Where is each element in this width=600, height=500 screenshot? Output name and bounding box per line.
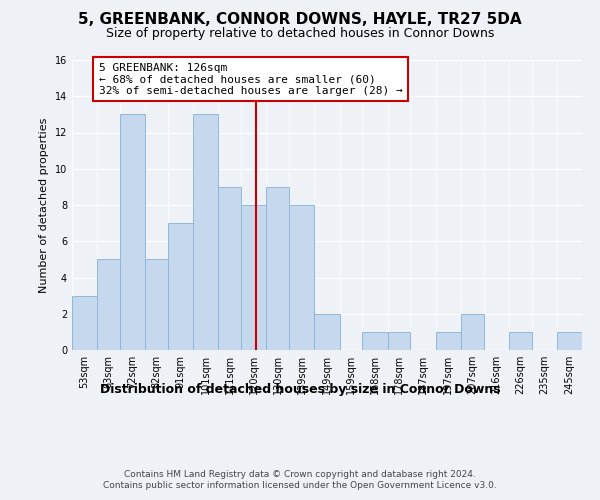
Text: Distribution of detached houses by size in Connor Downs: Distribution of detached houses by size …	[100, 382, 500, 396]
Bar	[266, 187, 289, 350]
Bar	[72, 296, 97, 350]
Text: 5, GREENBANK, CONNOR DOWNS, HAYLE, TR27 5DA: 5, GREENBANK, CONNOR DOWNS, HAYLE, TR27 …	[78, 12, 522, 28]
Text: Size of property relative to detached houses in Connor Downs: Size of property relative to detached ho…	[106, 28, 494, 40]
Bar	[120, 114, 145, 350]
Text: Contains HM Land Registry data © Crown copyright and database right 2024.: Contains HM Land Registry data © Crown c…	[124, 470, 476, 479]
Bar	[241, 205, 266, 350]
Bar	[314, 314, 340, 350]
Bar	[289, 205, 314, 350]
Y-axis label: Number of detached properties: Number of detached properties	[39, 118, 49, 292]
Bar	[509, 332, 532, 350]
Bar	[461, 314, 484, 350]
Bar	[168, 223, 193, 350]
Bar	[362, 332, 388, 350]
Bar	[436, 332, 461, 350]
Text: 5 GREENBANK: 126sqm
← 68% of detached houses are smaller (60)
32% of semi-detach: 5 GREENBANK: 126sqm ← 68% of detached ho…	[98, 62, 402, 96]
Bar	[97, 260, 120, 350]
Bar	[218, 187, 241, 350]
Bar	[388, 332, 410, 350]
Bar	[193, 114, 218, 350]
Bar	[557, 332, 582, 350]
Text: Contains public sector information licensed under the Open Government Licence v3: Contains public sector information licen…	[103, 481, 497, 490]
Bar	[145, 260, 168, 350]
